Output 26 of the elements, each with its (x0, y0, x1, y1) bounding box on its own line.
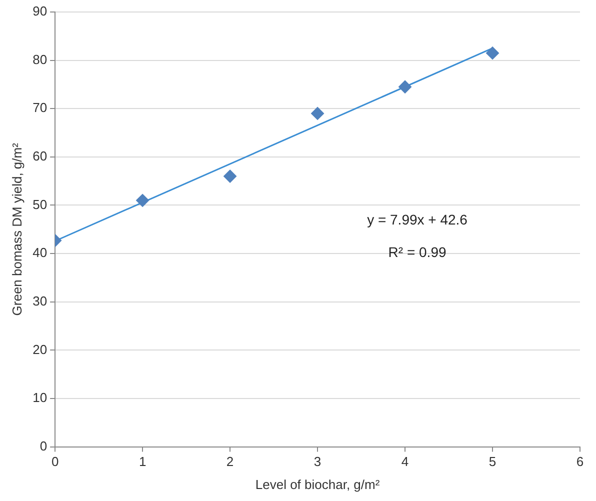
y-tick-label: 20 (32, 342, 48, 357)
x-tick-label: 1 (138, 454, 146, 470)
point (311, 106, 324, 120)
y-tick-label: 80 (32, 52, 48, 67)
x-axis-title: Level of biochar, g/m² (255, 476, 380, 492)
annotation: y = 7.99x + 42.6 (367, 212, 468, 228)
x-tick-label: 5 (488, 454, 496, 470)
y-tick-label: 70 (32, 100, 48, 116)
x-tick-label: 3 (314, 454, 322, 470)
y-tick-label: 90 (32, 4, 48, 19)
y-axis-title: Green bomass DM yield, g/m² (9, 142, 24, 316)
point (398, 80, 412, 94)
y-tick-label: 10 (32, 390, 48, 406)
x-tick-label: 2 (226, 454, 234, 470)
x-tick-label: 6 (576, 454, 584, 470)
y-tick-label: 0 (40, 438, 48, 454)
y-tick-label: 40 (32, 245, 48, 260)
point (224, 170, 237, 183)
x-tick-label: 0 (51, 454, 59, 470)
y-tick-label: 50 (32, 196, 48, 212)
y-tick-label: 30 (32, 293, 48, 308)
point (486, 46, 500, 60)
y-tick-label: 60 (32, 148, 48, 164)
x-tick-label: 4 (401, 454, 409, 470)
point (136, 194, 150, 207)
annotation: R² = 0.99 (388, 244, 446, 260)
